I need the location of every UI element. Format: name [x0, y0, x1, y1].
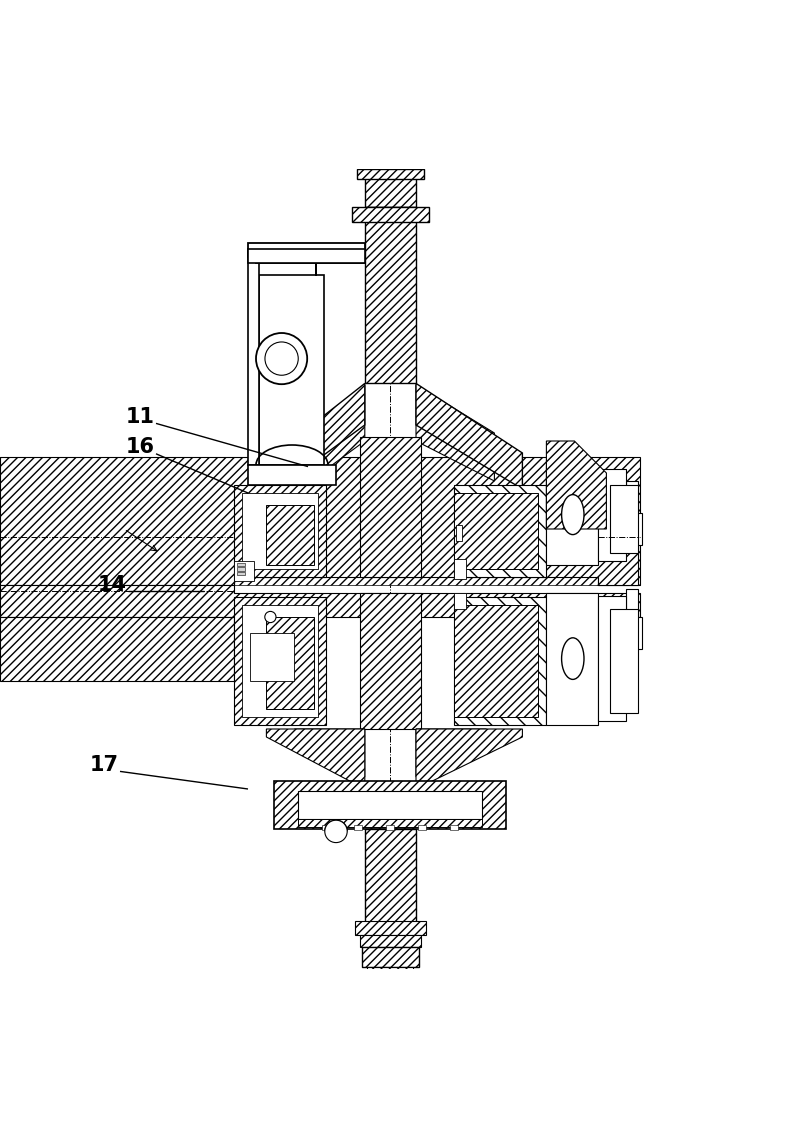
Polygon shape [610, 485, 638, 553]
Polygon shape [546, 465, 598, 564]
Polygon shape [416, 385, 494, 481]
Polygon shape [266, 384, 365, 497]
Bar [634, 513, 642, 545]
Bar [360, 935, 421, 948]
Polygon shape [248, 242, 365, 263]
Text: 14: 14 [98, 575, 126, 595]
Bar [634, 617, 642, 649]
Polygon shape [546, 593, 598, 725]
Polygon shape [454, 605, 538, 717]
Bar [367, 967, 414, 968]
Polygon shape [248, 249, 324, 465]
Polygon shape [360, 437, 421, 577]
Circle shape [265, 611, 276, 622]
Bar [237, 562, 245, 566]
Bar [418, 825, 426, 830]
Polygon shape [0, 457, 640, 585]
Polygon shape [310, 385, 365, 481]
Polygon shape [242, 605, 318, 717]
Polygon shape [234, 561, 254, 582]
Polygon shape [248, 465, 336, 485]
Polygon shape [546, 442, 606, 529]
Bar [456, 525, 462, 541]
Bar [357, 170, 424, 179]
Bar [237, 572, 245, 576]
Polygon shape [416, 729, 522, 789]
Polygon shape [242, 493, 318, 569]
Circle shape [265, 341, 298, 376]
Bar [450, 825, 458, 830]
Polygon shape [454, 493, 538, 569]
Bar [274, 781, 506, 828]
Bar [365, 207, 416, 384]
Polygon shape [234, 597, 326, 725]
Bar [354, 921, 426, 935]
Polygon shape [360, 593, 421, 729]
Polygon shape [234, 485, 326, 577]
Bar [626, 589, 638, 645]
Polygon shape [416, 384, 522, 489]
Polygon shape [0, 585, 640, 617]
Polygon shape [416, 729, 486, 777]
Polygon shape [0, 457, 234, 529]
Circle shape [325, 820, 347, 842]
Polygon shape [266, 505, 314, 564]
Polygon shape [598, 529, 640, 585]
Polygon shape [454, 593, 466, 609]
Bar [354, 825, 362, 830]
Polygon shape [598, 596, 626, 721]
Polygon shape [598, 469, 626, 561]
Bar [386, 825, 394, 830]
Bar [352, 207, 429, 222]
Polygon shape [454, 560, 466, 578]
Bar [362, 948, 418, 967]
Polygon shape [0, 617, 234, 681]
Bar [365, 828, 416, 925]
Polygon shape [610, 609, 638, 714]
Polygon shape [250, 633, 294, 681]
Bar [626, 481, 638, 537]
Polygon shape [0, 529, 234, 585]
Polygon shape [0, 481, 640, 585]
Polygon shape [454, 485, 546, 577]
Polygon shape [266, 729, 365, 789]
Polygon shape [266, 617, 314, 709]
Bar [237, 568, 245, 570]
Polygon shape [298, 791, 482, 819]
Polygon shape [248, 249, 365, 263]
Polygon shape [248, 249, 259, 465]
Ellipse shape [562, 495, 584, 535]
Circle shape [256, 333, 307, 385]
Polygon shape [454, 597, 546, 725]
Bar [298, 819, 482, 827]
Text: 16: 16 [126, 437, 154, 457]
Ellipse shape [562, 637, 584, 679]
Polygon shape [294, 729, 365, 777]
Bar [322, 825, 330, 830]
Text: 17: 17 [90, 754, 118, 775]
Text: 11: 11 [126, 407, 154, 427]
Bar [365, 170, 416, 207]
